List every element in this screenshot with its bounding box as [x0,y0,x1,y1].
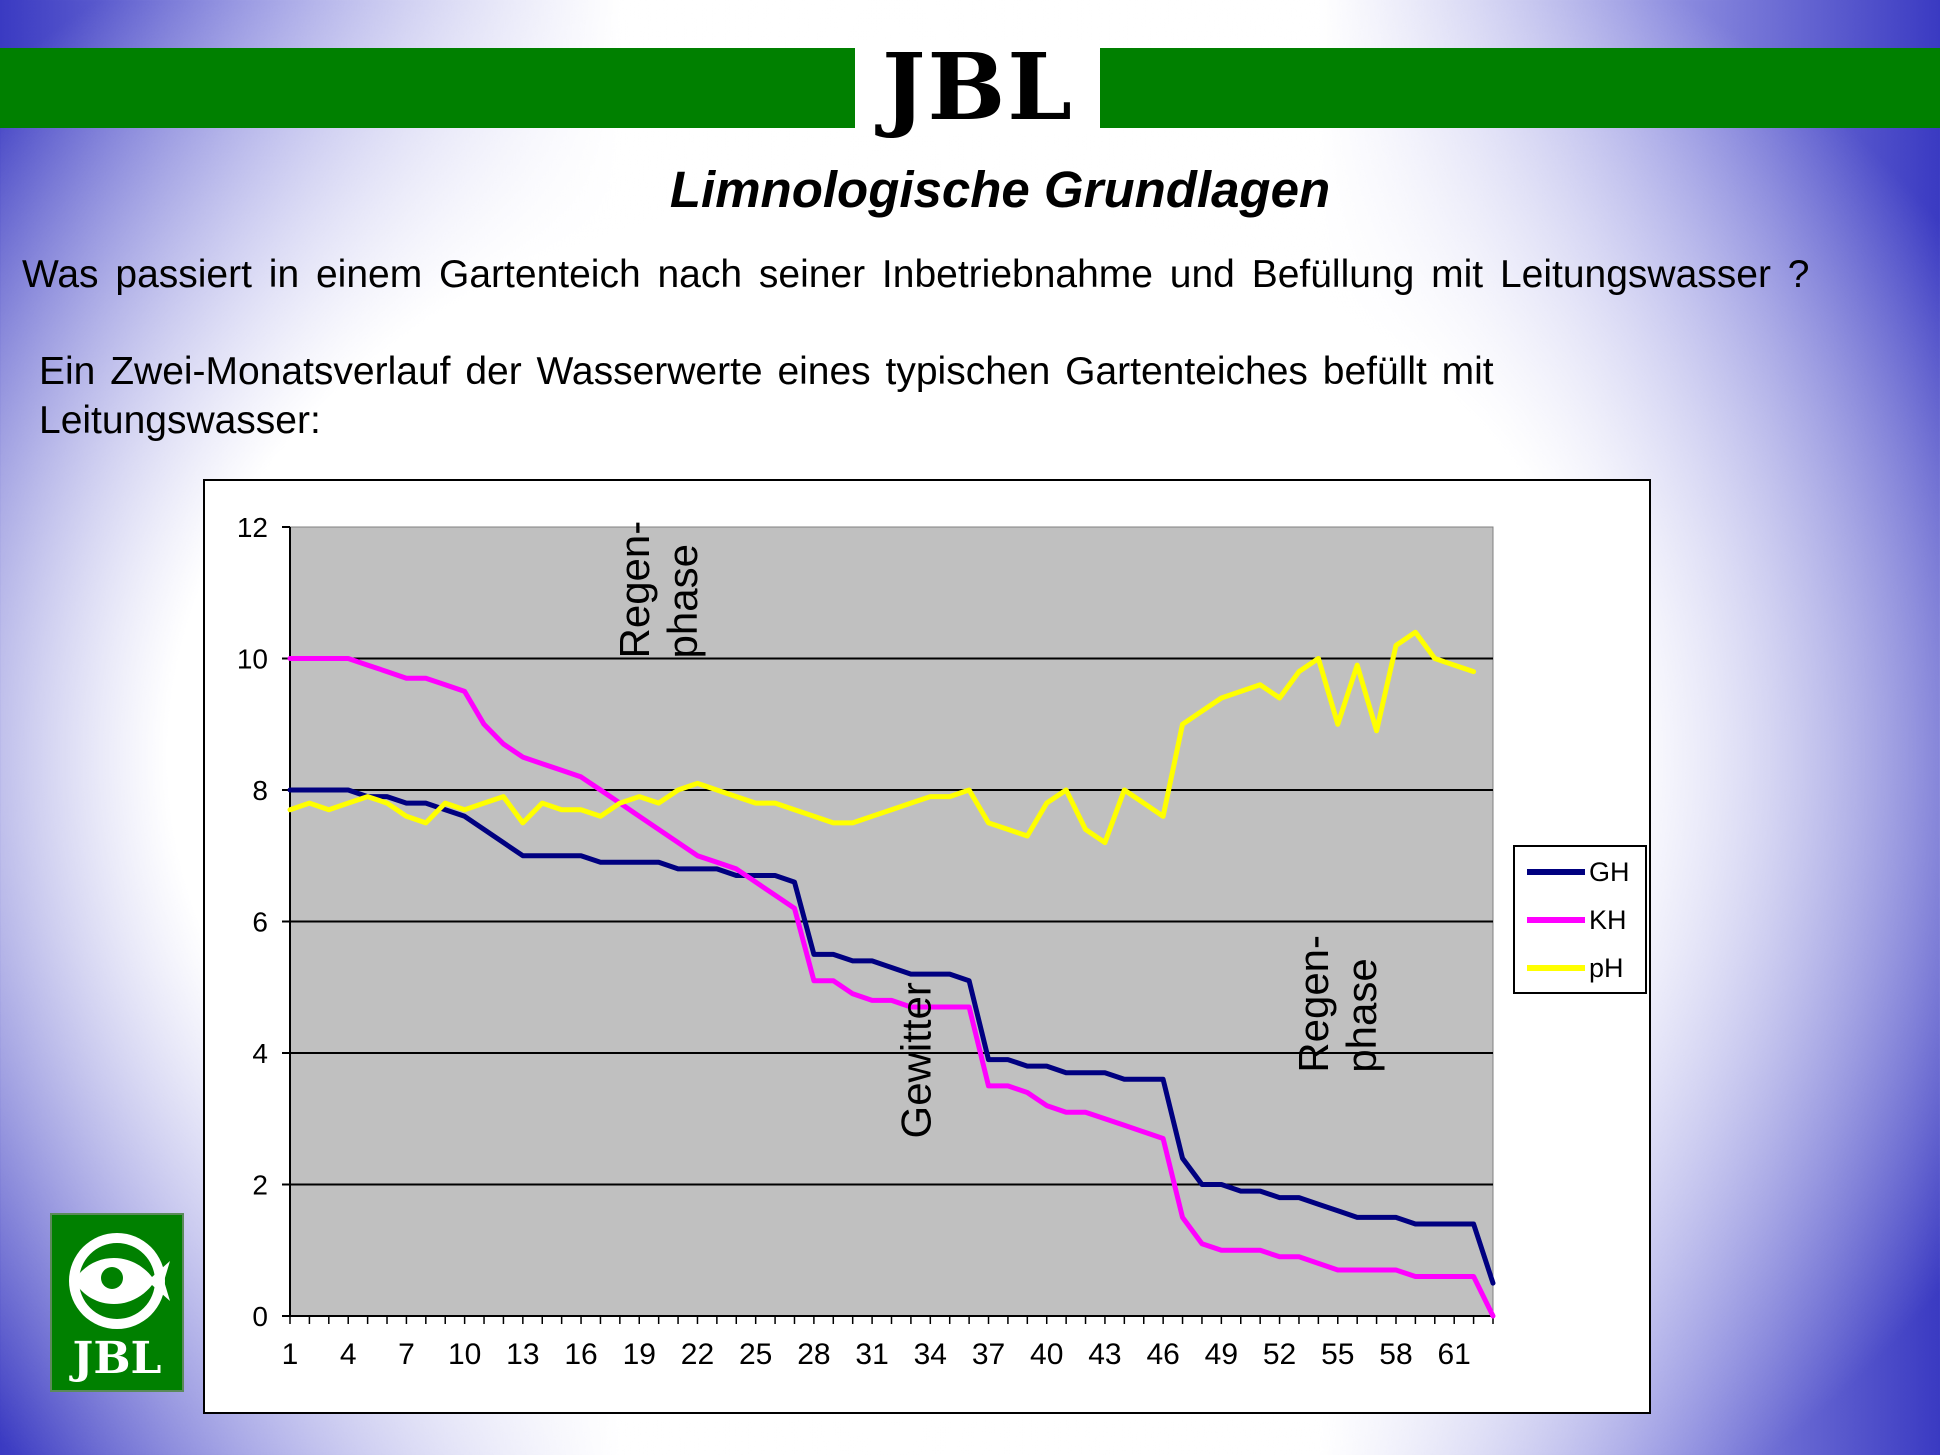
x-tick-label-37: 37 [972,1338,1005,1371]
x-tick-label-58: 58 [1379,1338,1412,1371]
x-tick-label-25: 25 [739,1338,772,1371]
annotation-2: Regen-phase [1290,935,1385,1073]
green-header-bar-left [0,48,855,128]
x-tick-label-19: 19 [623,1338,656,1371]
green-header-bar-right [1100,48,1940,128]
annotation-2-line-1: Regen- [1290,935,1337,1073]
question-text: Was passiert in einem Gartenteich nach s… [22,253,1810,296]
y-tick-label-4: 4 [252,1038,268,1069]
x-tick-label-55: 55 [1321,1338,1354,1371]
annotation-0-line-1: Regen- [611,521,658,659]
annotation-0-line-2: phase [659,544,706,658]
annotation-2-line-2: phase [1338,958,1385,1072]
y-tick-label-0: 0 [252,1301,268,1332]
y-tick-label-6: 6 [252,907,268,938]
legend-label-ph: pH [1589,952,1624,983]
jbl-logo-bottom: JBL [50,1213,184,1392]
y-tick-label-12: 12 [237,512,268,543]
series-line-gh [287,787,1496,1286]
series-line-kh [287,656,1496,1319]
slide-title: Limnologische Grundlagen [669,161,1331,218]
x-tick-label-22: 22 [681,1338,714,1371]
x-tick-label-40: 40 [1030,1338,1063,1371]
x-tick-label-1: 1 [282,1338,299,1371]
y-tick-label-10: 10 [237,644,268,675]
annotation-1-line-1: Gewitter [892,982,939,1138]
legend-item-gh: GH [1527,857,1630,887]
legend-swatch-kh [1527,917,1585,923]
x-tick-label-7: 7 [398,1338,415,1371]
intro-line-1: Ein Zwei-Monatsverlauf der Wasserwerte e… [39,350,1494,393]
intro-line-2: Leitungswasser: [39,399,321,442]
x-tick-label-28: 28 [797,1338,830,1371]
chart-frame: 0 2 4 6 8 10 12 1 4 7 10 13 16 19 22 25 28 31 34 37 40 43 46 49… [203,479,1651,1414]
series-line-ph [287,629,1477,846]
x-tick-label-43: 43 [1088,1338,1121,1371]
legend-item-kh: KH [1527,905,1627,935]
legend-swatch-ph [1527,965,1585,971]
annotation-0: Regen-phase [611,521,706,659]
jbl-logo-top: JBL [858,40,1098,134]
x-tick-label-49: 49 [1205,1338,1238,1371]
logo-bottom-text: JBL [72,1333,162,1384]
chart-legend: GH KH pH [1513,845,1647,994]
x-tick-label-16: 16 [564,1338,597,1371]
intro-text: Ein Zwei-Monatsverlauf der Wasserwerte e… [39,347,1679,445]
x-tick-label-52: 52 [1263,1338,1296,1371]
x-tick-label-31: 31 [855,1338,888,1371]
x-tick-label-4: 4 [340,1338,357,1371]
y-tick-label-2: 2 [252,1170,268,1201]
y-tick-label-8: 8 [252,775,268,806]
legend-item-ph: pH [1527,953,1624,983]
annotation-1: Gewitter [892,982,939,1138]
fish-icon [69,1233,170,1329]
legend-label-kh: KH [1589,904,1627,935]
x-tick-label-34: 34 [914,1338,947,1371]
legend-swatch-gh [1527,869,1585,875]
x-tick-label-46: 46 [1146,1338,1179,1371]
x-tick-label-13: 13 [506,1338,539,1371]
x-tick-label-10: 10 [448,1338,481,1371]
legend-label-gh: GH [1589,856,1630,887]
x-tick-label-61: 61 [1438,1338,1471,1371]
